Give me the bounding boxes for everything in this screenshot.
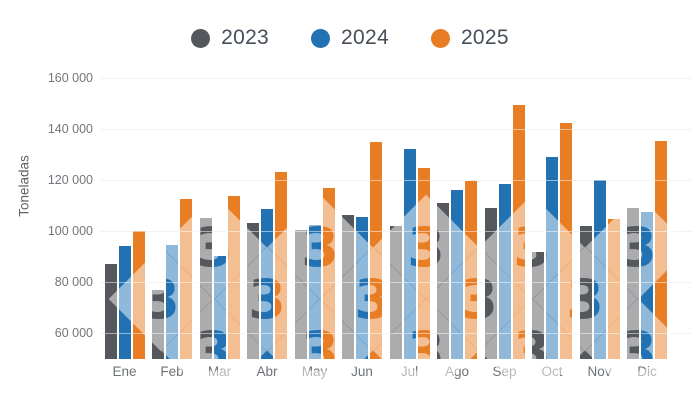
bar-group — [152, 199, 192, 359]
x-tick-label: May — [301, 364, 328, 379]
bar-2024 — [593, 180, 606, 359]
bar-group — [532, 123, 572, 359]
bar-group — [104, 230, 145, 359]
bar-2023 — [437, 203, 449, 359]
gridline-overlay — [100, 128, 692, 130]
x-tick-label: Ago — [444, 364, 470, 379]
y-tick-label: 60 000 — [54, 326, 93, 341]
bar-2025 — [417, 167, 430, 359]
bar-2025 — [370, 141, 382, 359]
x-tick-label: Feb — [160, 364, 184, 379]
bar-group — [627, 140, 667, 359]
y-tick-label: 140 000 — [47, 121, 93, 136]
legend-dot-icon — [311, 28, 331, 48]
bar-2025 — [655, 140, 667, 359]
x-tick-label: Oct — [541, 364, 563, 379]
x-tick-label: Dic — [637, 364, 657, 379]
bar-2024 — [546, 157, 558, 359]
bar-2025 — [275, 171, 287, 359]
bar-group — [247, 171, 287, 359]
bar-2023 — [389, 226, 402, 359]
bar-2025 — [227, 196, 240, 359]
x-axis: Ene Feb Mar Abr May Jun Jul Ago Sep Oct Nov Dic — [100, 364, 692, 382]
bar-2025 — [132, 230, 145, 359]
legend-label: 2024 — [341, 26, 389, 49]
x-tick-label: Abr — [256, 364, 278, 379]
bar-2023 — [152, 289, 164, 359]
bar-group — [437, 181, 477, 359]
bar-2025 — [607, 219, 620, 359]
bar-2023 — [199, 217, 212, 359]
bar-2025 — [180, 199, 192, 359]
bar-2025 — [560, 123, 572, 359]
bar-2024 — [308, 225, 321, 359]
x-tick-label: Nov — [587, 364, 612, 379]
x-tick-label: Ene — [112, 364, 137, 379]
bar-group — [199, 196, 240, 359]
bar-2023 — [579, 225, 592, 359]
x-tick-label: Sep — [492, 364, 517, 379]
bar-2023 — [247, 223, 259, 359]
legend-label: 2023 — [221, 26, 270, 49]
bar-2024 — [641, 212, 653, 359]
y-axis: 60 000 80 000 100 000 120 000 140 000 160 000 — [0, 65, 93, 359]
bar-2025 — [465, 181, 477, 359]
bar-2023 — [532, 252, 544, 359]
y-tick-label: 100 000 — [47, 224, 93, 239]
bar-2024 — [166, 245, 178, 359]
bar-2023 — [104, 263, 117, 359]
legend-item-2025[interactable]: 2025 — [430, 26, 509, 50]
legend-item-2024[interactable]: 2024 — [311, 26, 389, 50]
x-tick-label: Jul — [400, 364, 419, 379]
gridline-overlay — [100, 333, 692, 335]
legend-dot-icon — [191, 28, 211, 48]
legend-dot-icon — [430, 28, 450, 48]
gridline-overlay — [100, 282, 692, 284]
x-tick-label: Mar — [207, 364, 232, 379]
chart-legend: 2023 2024 2025 — [0, 26, 700, 50]
y-tick-label: 160 000 — [47, 70, 93, 85]
bar-2024 — [118, 245, 131, 359]
legend-label: 2025 — [460, 26, 509, 49]
bar-2023 — [294, 230, 307, 359]
bar-2024 — [213, 255, 226, 359]
gridline-overlay — [100, 77, 692, 79]
bar-2024 — [356, 217, 368, 359]
y-tick-label: 120 000 — [47, 173, 93, 187]
x-tick-label: Jun — [351, 364, 373, 379]
plot-area — [100, 65, 692, 359]
legend-item-2023[interactable]: 2023 — [191, 26, 269, 50]
y-tick-label: 80 000 — [54, 275, 93, 290]
bar-2023 — [342, 214, 354, 359]
bar-group — [579, 180, 620, 359]
gridline-overlay — [100, 180, 692, 181]
gridline-overlay — [100, 231, 692, 233]
bar-group — [342, 141, 382, 359]
